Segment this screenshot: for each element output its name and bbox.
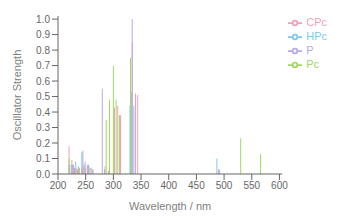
svg-text:Oscillator Strength: Oscillator Strength [11, 50, 23, 140]
html-text:P: P [306, 44, 314, 57]
svg-text:500: 500 [216, 180, 233, 191]
svg-text:0.7: 0.7 [36, 60, 50, 71]
svg-text:550: 550 [243, 180, 260, 191]
svg-text:350: 350 [133, 180, 150, 191]
svg-text:0.6: 0.6 [36, 76, 50, 87]
svg-text:1.0: 1.0 [36, 14, 50, 25]
svg-text:300: 300 [105, 180, 122, 191]
svg-text:450: 450 [188, 180, 205, 191]
svg-text:0.1: 0.1 [36, 153, 50, 164]
svg-text:0.8: 0.8 [36, 45, 50, 56]
svg-text:400: 400 [160, 180, 177, 191]
svg-text:200: 200 [50, 180, 67, 191]
svg-text:0.3: 0.3 [36, 122, 50, 133]
svg-text:0.0: 0.0 [36, 169, 50, 180]
html-text:CPc: CPc [306, 16, 327, 28]
html-text:Pc: Pc [306, 58, 320, 71]
svg-text:0.2: 0.2 [36, 138, 50, 149]
svg-text:600: 600 [271, 180, 288, 191]
svg-text:0.9: 0.9 [36, 29, 50, 40]
svg-text:250: 250 [77, 180, 94, 191]
svg-text:Wavelength / nm: Wavelength / nm [129, 200, 211, 212]
svg-text:0.4: 0.4 [36, 107, 50, 118]
html-text:HPc: HPc [306, 30, 327, 43]
svg-text:0.5: 0.5 [36, 91, 50, 102]
